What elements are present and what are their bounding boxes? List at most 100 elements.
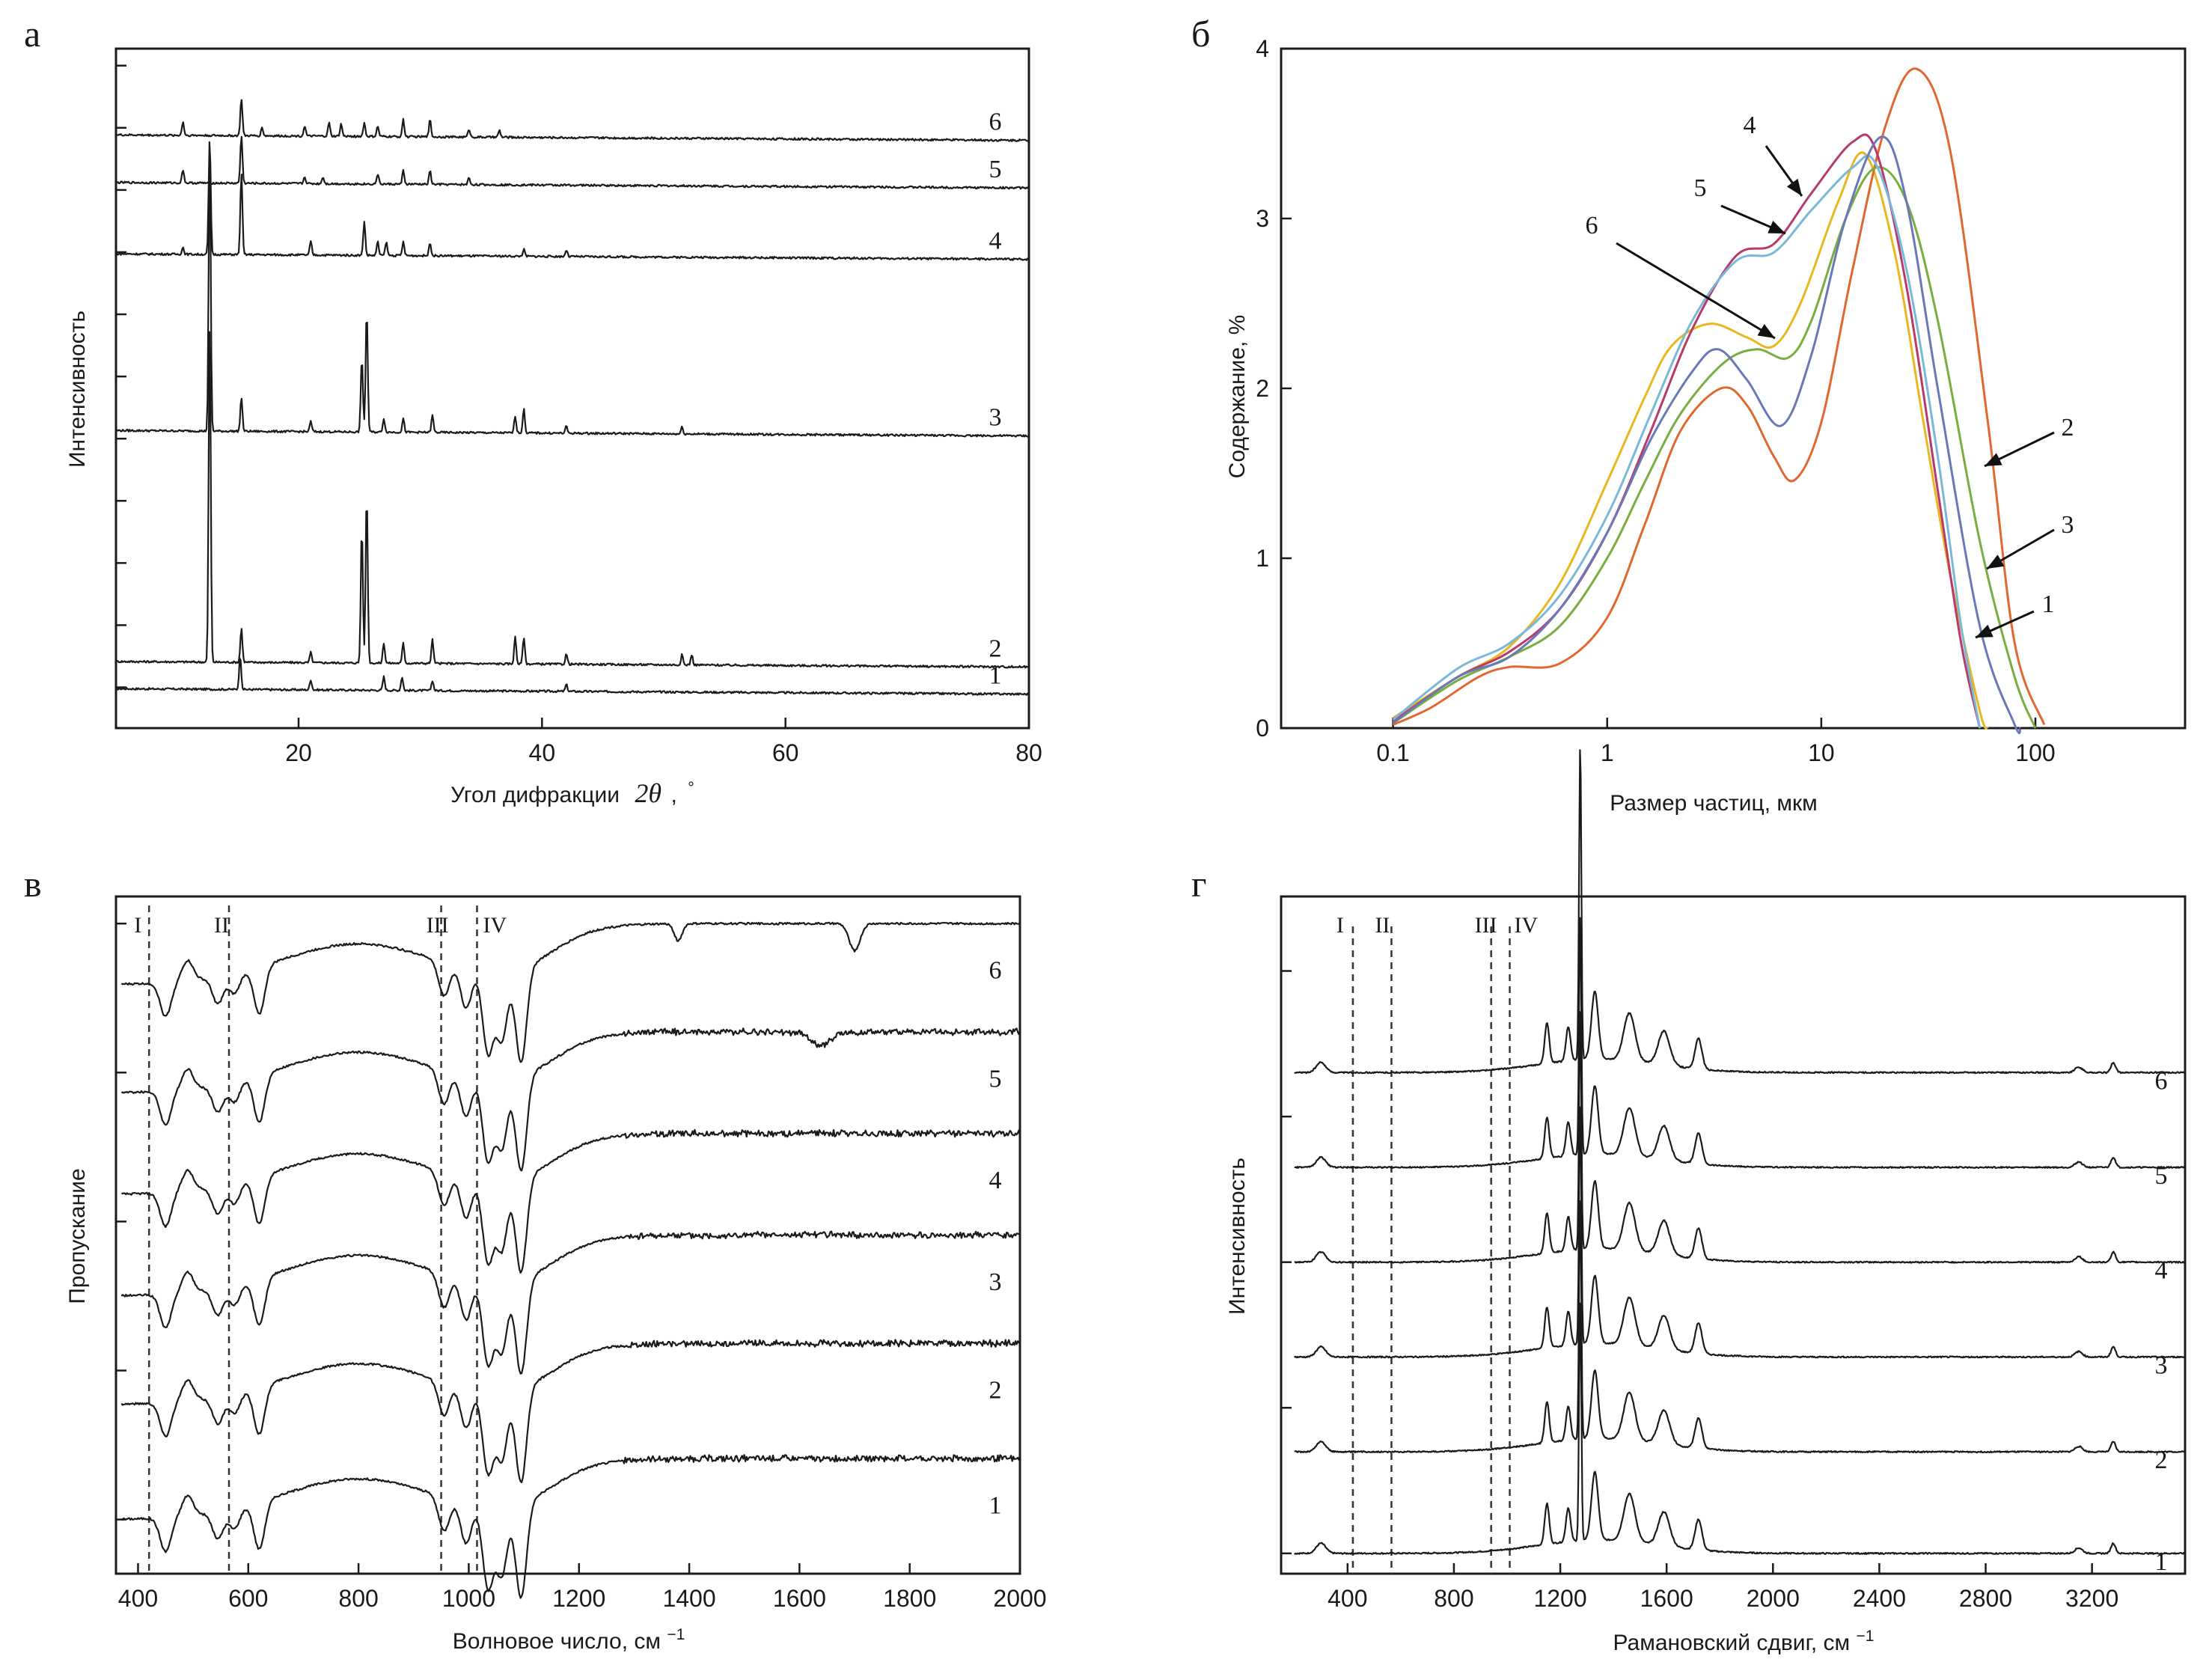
panel-psd: б 0.1 1 10 100 0 1 2 3 4 4 5 6 2 3 1 Содержание, % Р… — [1191, 13, 2187, 816]
xrd-series-5-label: 5 — [989, 156, 1002, 183]
panel-ir: в 400 600 800 1000 1200 1400 1600 1800 2000 I II I… — [24, 863, 1047, 1654]
raman-marker-label-III: III — [1475, 913, 1497, 938]
psd-series-4-line — [1392, 133, 1982, 729]
psd-arrow-6 — [1616, 242, 1776, 340]
psd-y-tick-label: 0 — [1256, 715, 1269, 742]
ir-x-tick-label: 1400 — [662, 1585, 715, 1612]
psd-series-6-line — [1392, 135, 2022, 735]
raman-series-6-line — [1294, 749, 2185, 1075]
panel-raman: г 400 800 1200 1600 2000 2400 2800 3200 I II III I… — [1191, 749, 2187, 1655]
ir-plot-frame — [114, 895, 1021, 1575]
xrd-series-2-label: 2 — [989, 635, 1002, 662]
xrd-x-axis-symbol: 2θ — [635, 778, 662, 808]
xrd-x-tick-label: 60 — [772, 739, 799, 766]
psd-arrowhead-6 — [1757, 323, 1775, 338]
psd-arrowhead-5 — [1768, 221, 1785, 233]
psd-x-ticks: 0.1 1 10 100 — [1376, 718, 2056, 766]
raman-x-axis-sup: −1 — [1857, 1628, 1875, 1645]
psd-y-tick-label: 1 — [1256, 545, 1269, 572]
ir-x-tick-label: 1800 — [883, 1585, 936, 1612]
psd-arrowhead-2 — [1985, 453, 2002, 466]
psd-arrowhead-1 — [1976, 624, 1993, 638]
xrd-series-labels: 12 3 4 5 6 — [989, 109, 1002, 690]
psd-annotation-2: 2 — [2062, 414, 2074, 442]
raman-series-6-label: 6 — [2155, 1067, 2168, 1095]
ir-x-ticks: 400 600 800 1000 1200 1400 1600 1800 2000 — [118, 1563, 1047, 1612]
raman-series-5-label: 5 — [2155, 1162, 2168, 1190]
xrd-plot-frame — [114, 47, 1030, 730]
raman-marker-label-I: I — [1336, 913, 1344, 938]
raman-x-tick-label: 400 — [1327, 1585, 1367, 1612]
raman-plot-frame — [1280, 895, 2187, 1575]
psd-series-2-line — [1392, 67, 2046, 726]
panel-label-a: а — [24, 13, 40, 55]
panel-xrd: а 20 40 60 80 12 3 4 5 6 Интенсивность Угол диф… — [24, 13, 1042, 808]
raman-x-tick-label: 1600 — [1640, 1585, 1693, 1612]
raman-marker-label-II: II — [1375, 913, 1390, 938]
ir-marker-label-IV: IV — [483, 913, 507, 938]
psd-x-tick-label: 1 — [1601, 739, 1614, 766]
psd-curves — [1392, 67, 2046, 735]
ir-series-3-line — [120, 1230, 1021, 1375]
ir-marker-label-I: I — [134, 913, 141, 938]
raman-x-ticks: 400 800 1200 1600 2000 2400 2800 3200 — [1327, 1563, 2118, 1612]
raman-x-tick-label: 2000 — [1747, 1585, 1800, 1612]
ir-x-tick-label: 1600 — [773, 1585, 826, 1612]
psd-x-tick-label: 10 — [1808, 739, 1835, 766]
raman-series-1-label: 1 — [2155, 1548, 2168, 1576]
ir-x-axis-sup: −1 — [667, 1626, 685, 1643]
ir-series-4-line — [121, 1128, 1021, 1274]
ir-x-tick-label: 2000 — [993, 1585, 1046, 1612]
raman-series-3-line — [1293, 1106, 2185, 1359]
ir-series-4-label: 4 — [989, 1167, 1002, 1194]
ir-series-2-line — [120, 1339, 1021, 1483]
raman-series-2-line — [1294, 1200, 2186, 1454]
psd-arrowhead-3 — [1987, 554, 2005, 569]
ir-marker-label-III: III — [427, 913, 449, 938]
psd-y-tick-label: 4 — [1256, 35, 1269, 62]
xrd-series-6-label: 6 — [989, 109, 1002, 136]
ir-marker-lines: I II III IV — [134, 905, 507, 1574]
ir-series-6-line — [120, 921, 1021, 1063]
xrd-series-3-label: 3 — [989, 404, 1002, 432]
psd-y-tick-label: 2 — [1256, 375, 1269, 402]
xrd-x-tick-label: 40 — [529, 739, 556, 766]
ir-series-5-line — [120, 1027, 1021, 1172]
raman-x-axis-text: Рамановский сдвиг, см — [1613, 1631, 1851, 1655]
psd-annotation-4: 4 — [1744, 111, 1756, 139]
psd-y-ticks: 0 1 2 3 4 — [1256, 35, 1292, 742]
xrd-x-tick-label: 80 — [1015, 739, 1042, 766]
xrd-series-6-line — [115, 99, 1029, 142]
xrd-x-tick-label: 20 — [285, 739, 312, 766]
ir-y-axis-label: Пропускание — [65, 1168, 90, 1304]
raman-x-axis-label: Рамановский сдвиг, см −1 — [1613, 1628, 1875, 1655]
xrd-series-1-line — [115, 657, 1030, 696]
raman-series-1-line — [1294, 1302, 2185, 1555]
raman-series-5-line — [1294, 917, 2185, 1169]
psd-x-tick-label: 100 — [2015, 739, 2055, 766]
panel-label-b: б — [1191, 13, 1210, 55]
psd-annotation-6: 6 — [1586, 212, 1598, 239]
xrd-x-axis-text: Угол дифракции — [450, 783, 620, 807]
xrd-series-2-line — [115, 331, 1029, 669]
ir-series-1-line — [121, 1454, 1021, 1599]
ir-series-2-label: 2 — [989, 1377, 1002, 1405]
ir-y-ticks — [116, 922, 126, 1521]
raman-x-tick-label: 3200 — [2065, 1585, 2118, 1612]
ir-series-5-label: 5 — [989, 1065, 1002, 1093]
psd-annotation-5: 5 — [1694, 174, 1707, 202]
raman-series-labels: 1 2 3 4 5 6 — [2155, 1067, 2168, 1576]
raman-x-tick-label: 2400 — [1853, 1585, 1906, 1612]
ir-x-tick-label: 1000 — [442, 1585, 495, 1612]
ir-series-1-label: 1 — [989, 1492, 1002, 1520]
ir-curves — [120, 921, 1021, 1599]
raman-marker-label-IV: IV — [1515, 913, 1539, 938]
raman-y-axis-label: Интенсивность — [1225, 1158, 1250, 1315]
xrd-y-ticks — [116, 64, 126, 688]
raman-y-ticks — [1281, 970, 1292, 1555]
psd-annotation-1: 1 — [2042, 590, 2055, 618]
raman-series-4-line — [1294, 1011, 2185, 1264]
xrd-series-5-line — [115, 135, 1030, 190]
psd-y-tick-label: 3 — [1256, 205, 1269, 232]
